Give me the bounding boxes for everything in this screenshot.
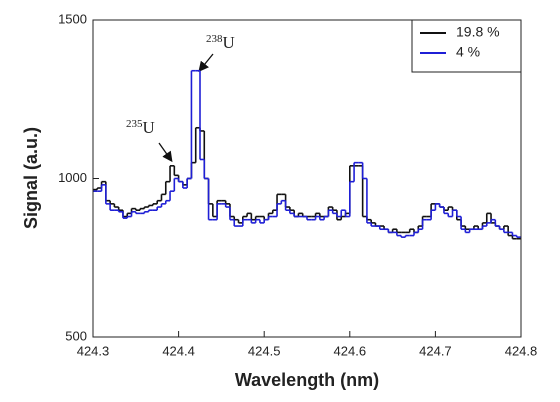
x-axis-title: Wavelength (nm) (235, 370, 379, 390)
annotation-mass: 238 (206, 33, 223, 45)
y-tick-label: 500 (65, 328, 87, 343)
legend-label: 4 % (456, 44, 480, 60)
y-axis-title: Signal (a.u.) (21, 127, 41, 229)
annotation-mass: 235 (126, 118, 143, 130)
series (93, 126, 521, 240)
legend-box (411, 19, 522, 73)
x-tick-label: 424.4 (162, 343, 195, 358)
x-tick-label: 424.8 (505, 343, 538, 358)
annotation-element: U (223, 33, 235, 52)
x-tick-label: 424.7 (419, 343, 452, 358)
y-tick-label: 1000 (58, 170, 87, 185)
x-tick-label: 424.6 (334, 343, 367, 358)
x-tick-label: 424.3 (77, 343, 110, 358)
y-tick-label: 1500 (58, 11, 87, 26)
x-tick-label: 424.5 (248, 343, 281, 358)
series (93, 69, 521, 238)
annotation-element: U (143, 118, 155, 137)
arrow (198, 53, 214, 73)
annotation: 235U (126, 118, 155, 137)
arrow (158, 142, 173, 163)
legend-label: 19.8 % (456, 24, 500, 40)
annotation: 238U (206, 33, 235, 52)
